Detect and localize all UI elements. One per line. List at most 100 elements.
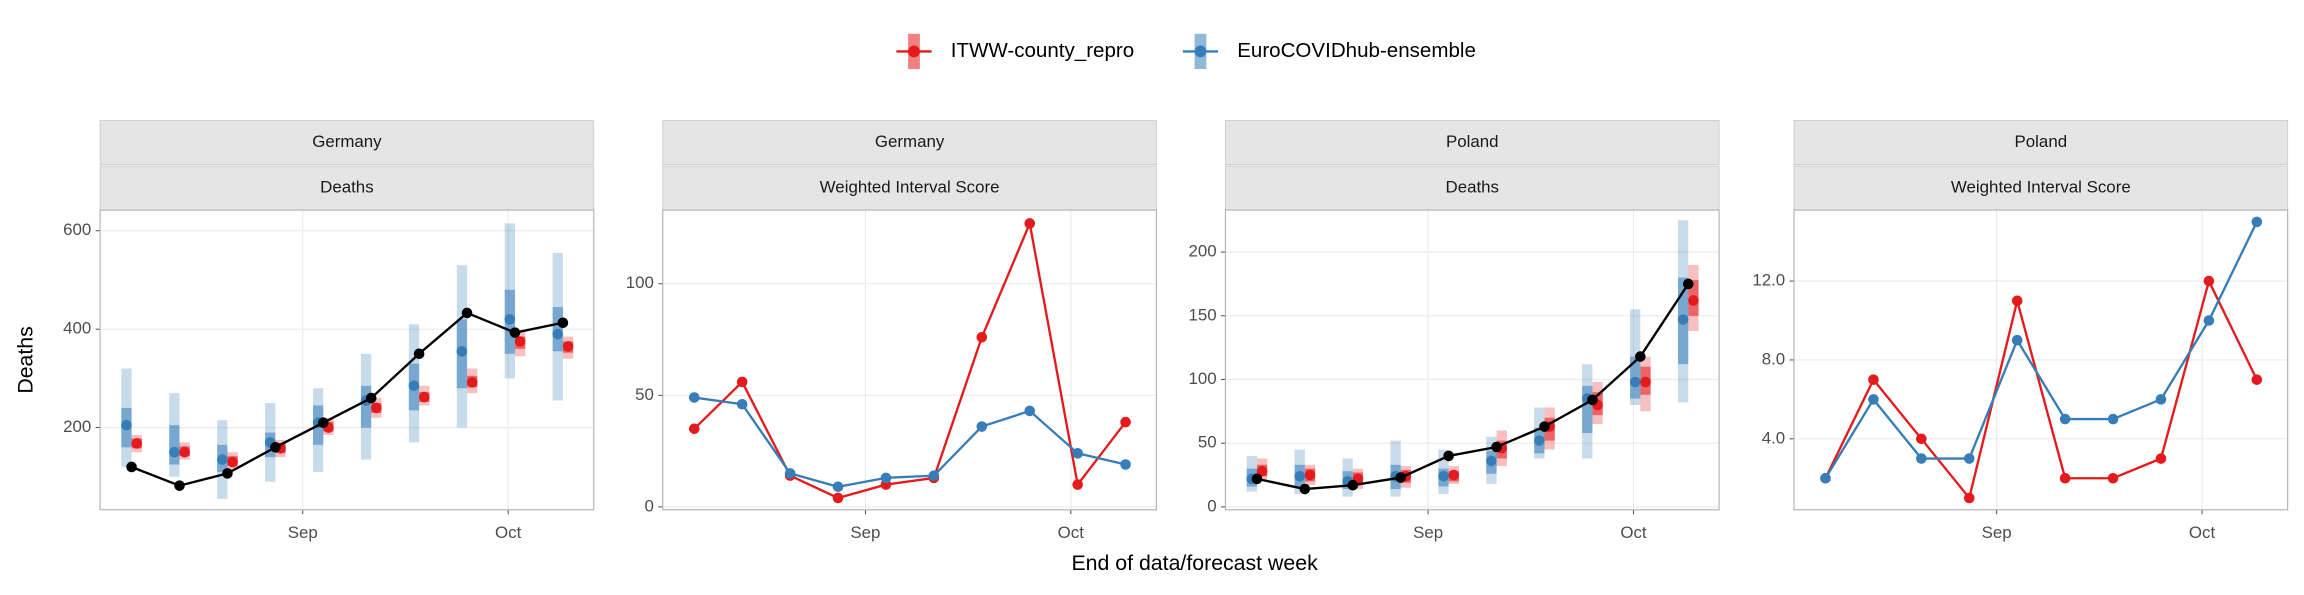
y-tick-label: 50	[635, 385, 654, 404]
observed-point	[509, 327, 521, 338]
y-tick-label: 150	[1188, 305, 1216, 324]
y-tick-label: 0	[1207, 496, 1216, 515]
forecast-median	[1629, 376, 1641, 388]
y-axis-title: Deaths	[13, 326, 37, 393]
legend-point	[908, 45, 920, 58]
score-point	[2107, 413, 2119, 425]
forecast-median	[408, 380, 420, 392]
score-point	[976, 331, 988, 343]
y-tick-label: 400	[63, 319, 91, 338]
series-line	[1824, 221, 2258, 479]
score-point	[2059, 472, 2071, 484]
strip	[1225, 165, 1720, 211]
y-tick-label: 200	[1188, 242, 1216, 261]
forecast-median	[121, 419, 132, 431]
score-point	[880, 472, 892, 484]
score-point	[2155, 394, 2167, 405]
forecast-median	[466, 377, 478, 388]
score-point	[1120, 416, 1131, 428]
interval-50	[1582, 385, 1593, 433]
x-tick-label: Sep	[850, 523, 880, 542]
forecast-median	[418, 391, 430, 403]
score-point	[2251, 374, 2263, 385]
forecast-median	[1640, 376, 1651, 388]
panel-border	[99, 209, 595, 511]
forecast-median	[179, 446, 190, 458]
score-point	[784, 468, 796, 479]
observed-point	[270, 442, 281, 453]
observed-point	[174, 480, 185, 491]
y-tick-label: 200	[63, 417, 91, 436]
forecast-median	[1534, 435, 1545, 446]
strip	[1225, 120, 1720, 165]
x-tick-label: Sep	[1413, 523, 1443, 542]
x-tick-label: Oct	[1620, 523, 1647, 542]
legend-label: EuroCOVIDhub-ensemble	[1237, 39, 1476, 62]
score-point	[688, 392, 700, 403]
observed-point	[461, 307, 473, 319]
forecast-median	[131, 438, 143, 449]
score-point	[736, 376, 748, 388]
strip-subtitle: Deaths	[1446, 178, 1499, 197]
forecast-median	[169, 446, 180, 458]
observed-line	[1256, 283, 1690, 491]
score-point	[2251, 216, 2263, 228]
forecast-median	[1677, 314, 1689, 325]
forecast-median	[217, 454, 228, 465]
score-point	[1072, 448, 1083, 459]
score-point	[1868, 394, 1879, 405]
observed-point	[1539, 421, 1550, 432]
observed-point	[413, 348, 425, 360]
forecast-median	[1486, 455, 1497, 467]
strip	[1793, 120, 2289, 165]
observed-point	[365, 392, 377, 404]
y-tick-label: 8.0	[1762, 349, 1785, 368]
observed-point	[1682, 278, 1694, 290]
observed-point	[1635, 351, 1646, 362]
forecast-median	[371, 402, 382, 414]
observed-point	[318, 417, 329, 428]
legend-point	[1194, 45, 1207, 58]
strip	[1793, 165, 2289, 211]
panel-background	[662, 210, 1157, 510]
forecast-median	[504, 314, 516, 325]
score-point	[688, 423, 700, 435]
forecast-median	[1294, 471, 1306, 482]
panel-border	[662, 209, 1157, 511]
y-tick-label: 600	[63, 220, 91, 239]
series-line	[1824, 277, 2258, 501]
observed-line	[131, 311, 564, 487]
score-point	[1072, 479, 1083, 490]
x-tick-label: Oct	[2189, 523, 2216, 542]
score-point	[2107, 472, 2119, 484]
forecast-median	[514, 336, 526, 347]
panel-background	[100, 210, 594, 510]
score-point	[2011, 295, 2023, 307]
forecast-median	[1688, 295, 1699, 306]
score-point	[1868, 374, 1879, 385]
panel-border	[1793, 209, 2289, 511]
x-tick-label: Oct	[1058, 523, 1085, 542]
x-tick-label: Sep	[1982, 523, 2012, 542]
x-tick-label: Oct	[495, 523, 522, 542]
strip	[99, 120, 595, 165]
observed-point	[1443, 450, 1454, 462]
score-point	[928, 470, 940, 481]
score-point	[2059, 413, 2071, 425]
observed-point	[1395, 472, 1407, 483]
y-tick-label: 4.0	[1762, 428, 1785, 447]
strip	[662, 165, 1157, 211]
forecast-median	[562, 341, 574, 352]
strip	[99, 165, 595, 211]
forecast-median	[456, 346, 468, 357]
observed-point	[1347, 479, 1359, 491]
score-point	[1916, 453, 1927, 464]
score-point	[832, 492, 844, 504]
score-point	[1024, 218, 1036, 229]
strip-subtitle: Deaths	[320, 178, 373, 197]
y-tick-label: 100	[626, 273, 654, 292]
score-point	[2011, 334, 2023, 346]
observed-point	[126, 461, 137, 473]
